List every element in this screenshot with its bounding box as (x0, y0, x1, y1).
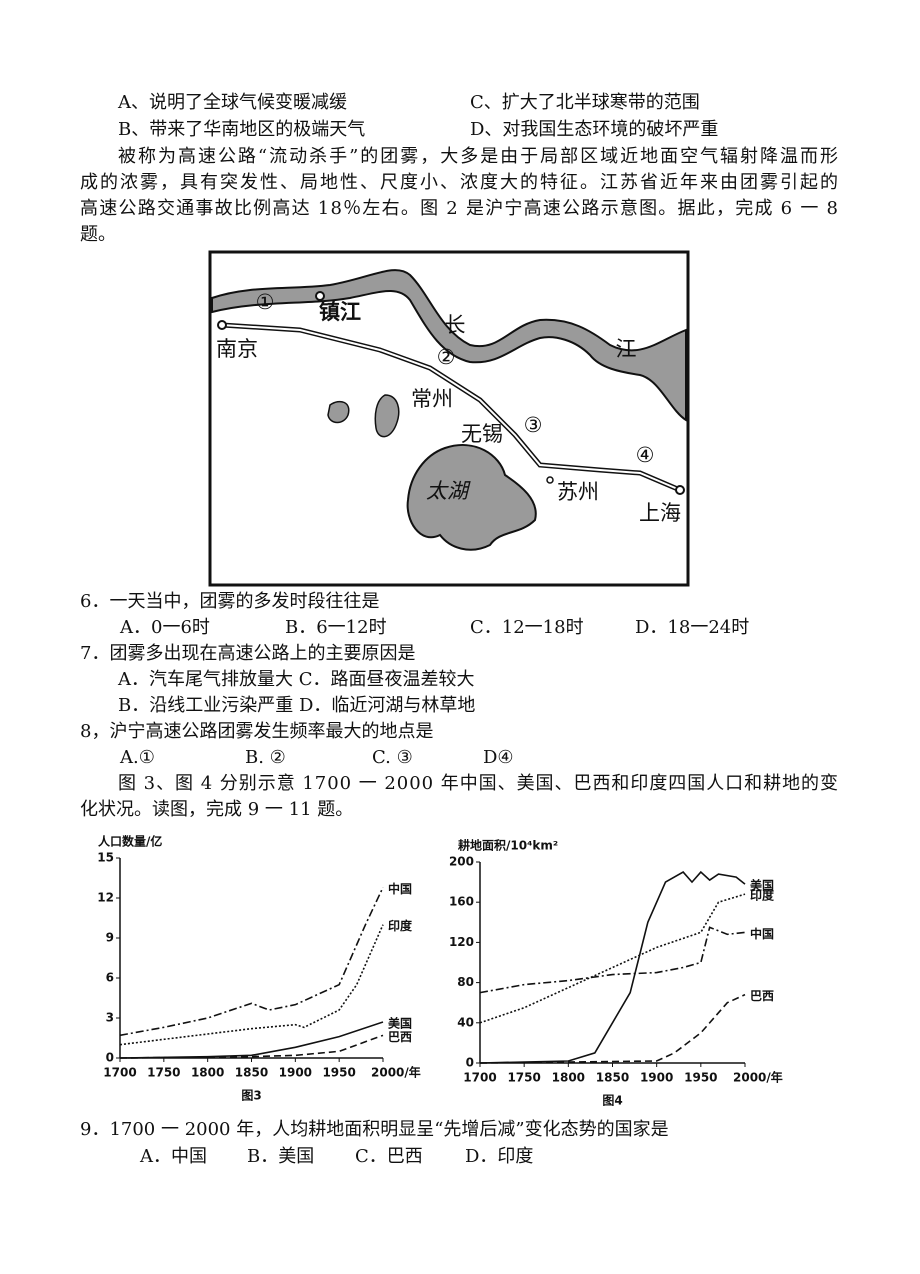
option: B. ② (245, 747, 286, 768)
lake (406, 444, 537, 551)
question-stem: 7．团雾多出现在高速公路上的主要原因是 (80, 643, 415, 664)
option: D．印度 (465, 1146, 533, 1167)
caption: 图4 (602, 1094, 622, 1108)
y-tick-label: 12 (97, 891, 114, 905)
x-tick-label: 1950 (684, 1071, 717, 1085)
option: C．巴西 (355, 1146, 423, 1167)
option: C．12一18时 (470, 617, 584, 638)
y-tick-label: 15 (97, 851, 114, 865)
map-label: 苏州 (557, 480, 599, 504)
x-tick-label: 1750 (147, 1066, 180, 1080)
y-axis-title: 人口数量/亿 (98, 834, 162, 849)
city-dot (315, 291, 325, 301)
island (374, 394, 400, 438)
series-line (479, 926, 746, 994)
series-line (119, 1034, 384, 1059)
question-stem: 6．一天当中，团雾的多发时段往往是 (80, 591, 379, 612)
city-dot (217, 320, 227, 330)
x-tick-label: 1950 (322, 1066, 355, 1080)
map-label: 南京 (216, 337, 258, 361)
y-tick-label: 200 (449, 855, 474, 869)
x-tick-label: 1750 (507, 1071, 540, 1085)
question-stem: 8，沪宁高速公路团雾发生频率最大的地点是 (80, 721, 433, 742)
paragraph-line: 化状况。读图，完成 9 一 11 题。 (80, 799, 353, 820)
x-tick-label: 1900 (640, 1071, 673, 1085)
map-label: 常州 (411, 387, 453, 411)
island (327, 400, 350, 424)
option: C、扩大了北半球寒带的范围 (470, 92, 700, 113)
series-label: 巴西 (388, 1030, 412, 1044)
paragraph-line: 被称为高速公路“流动杀手”的团雾，大多是由于局部区域近地面空气辐射降温而形 (118, 146, 838, 167)
series-label: 美国 (388, 1016, 412, 1031)
map-label: 上海 (639, 501, 681, 525)
x-tick-label: 1800 (191, 1066, 224, 1080)
series-line (119, 886, 384, 1037)
x-tick-label: 1850 (596, 1071, 629, 1085)
option: A．汽车尾气排放量大 C．路面昼夜温差较大 (117, 669, 475, 690)
option: B．沿线工业污染严重 D．临近河湖与林草地 (118, 695, 475, 716)
series-label: 巴西 (750, 989, 774, 1003)
y-tick-label: 120 (449, 935, 474, 949)
city-dot (546, 476, 554, 484)
series-label: 中国 (388, 881, 412, 896)
x-tick-label: 2000/年 (371, 1065, 421, 1080)
y-tick-label: 80 (457, 975, 474, 989)
x-tick-label: 1700 (463, 1071, 496, 1085)
option: A、说明了全球气候变暖减缓 (117, 92, 347, 113)
y-tick-label: 0 (106, 1051, 114, 1065)
option: A.① (119, 747, 155, 768)
series-line (479, 993, 746, 1064)
map-label: ① (256, 290, 275, 314)
map-label: ③ (524, 413, 543, 437)
series-line (479, 893, 746, 1024)
y-tick-label: 160 (449, 895, 474, 909)
paragraph-line: 高速公路交通事故比例高达 18％左右。图 2 是沪宁高速公路示意图。据此，完成 … (80, 198, 838, 219)
y-tick-label: 40 (457, 1015, 474, 1029)
paragraph-line: 图 3、图 4 分别示意 1700 一 2000 年中国、美国、巴西和印度四国人… (118, 773, 838, 794)
option: B．6一12时 (285, 617, 387, 638)
map-label: ④ (636, 443, 655, 467)
caption: 图3 (241, 1089, 261, 1103)
option: A．中国 (139, 1146, 207, 1167)
map: ① 镇江 长 江 南京 ② 常州 无锡 ③ 太湖 ④ 苏州 上海 (208, 250, 690, 587)
option: A．0一6时 (119, 617, 210, 638)
map-label: 无锡 (461, 422, 503, 446)
option: D．18一24时 (635, 617, 749, 638)
series-label: 印度 (388, 918, 413, 933)
map-label: 长 (445, 313, 466, 337)
x-tick-label: 1700 (103, 1066, 136, 1080)
option: C. ③ (372, 747, 413, 768)
y-tick-label: 3 (106, 1011, 114, 1025)
map-label: ② (437, 345, 456, 369)
x-tick-label: 1850 (235, 1066, 268, 1080)
series-line (119, 1021, 384, 1059)
y-axis-title: 耕地面积/10⁴km² (458, 838, 558, 853)
series-label: 美国 (750, 878, 774, 893)
series-label: 印度 (750, 888, 775, 903)
x-tick-label: 1800 (552, 1071, 585, 1085)
series-line (479, 870, 746, 1064)
highway-inner (221, 324, 681, 491)
option: B、带来了华南地区的极端天气 (118, 119, 365, 140)
y-tick-label: 9 (106, 931, 114, 945)
y-tick-label: 6 (106, 971, 114, 985)
city-dot (675, 485, 685, 495)
paragraph-line: 成的浓雾，具有突发性、局地性、尺度小、浓度大的特征。江苏省近年来由团雾引起的 (80, 172, 838, 193)
map-label: 江 (616, 337, 637, 361)
option: D④ (483, 747, 514, 768)
river (211, 269, 687, 422)
series-line (119, 924, 384, 1046)
y-tick-label: 0 (466, 1056, 474, 1070)
x-tick-label: 2000/年 (733, 1070, 783, 1085)
map-label: 太湖 (426, 479, 471, 503)
option: B．美国 (247, 1146, 314, 1167)
paragraph-line: 题。 (80, 224, 116, 245)
question-stem: 9．1700 一 2000 年，人均耕地面积明显呈“先增后减”变化态势的国家是 (80, 1119, 669, 1140)
option: D、对我国生态环境的破坏严重 (470, 119, 718, 140)
map-label: 镇江 (319, 300, 361, 324)
series-label: 中国 (750, 926, 774, 941)
x-tick-label: 1900 (279, 1066, 312, 1080)
